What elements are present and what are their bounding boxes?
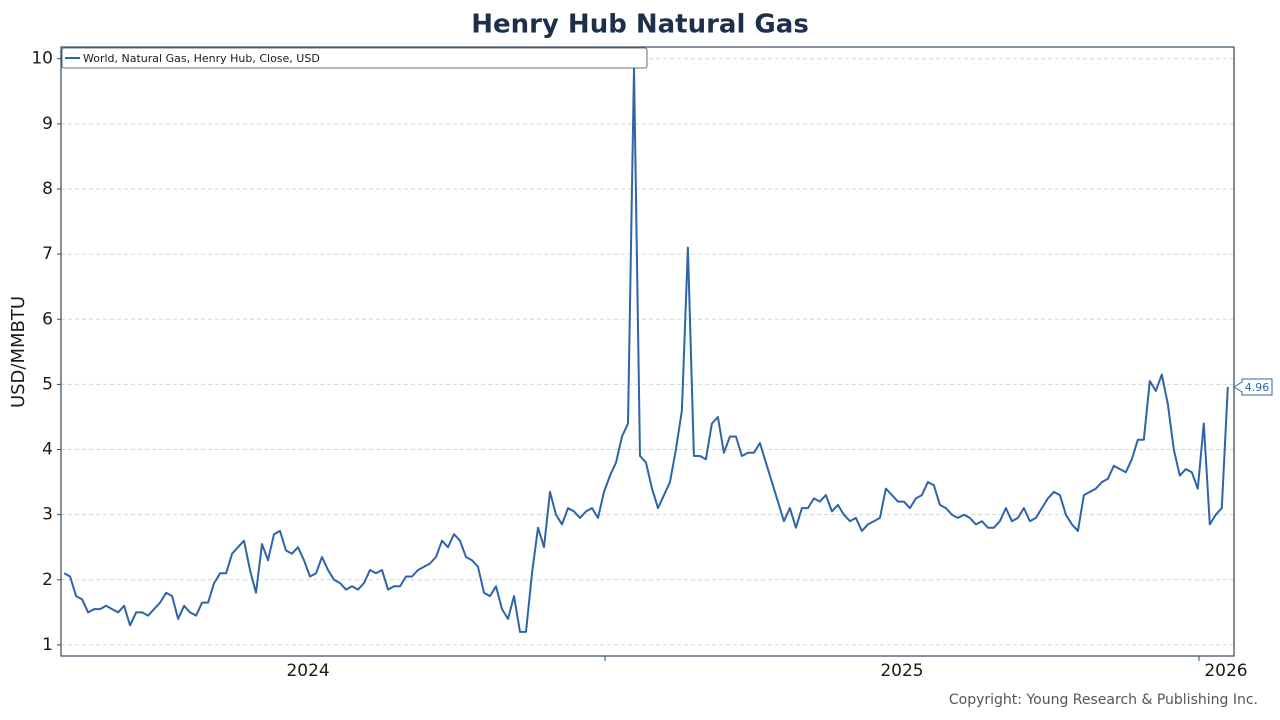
last-value-label: 4.96 [1245,381,1270,394]
y-tick-label: 4 [42,440,53,460]
y-axis-label: USD/MMBTU [8,296,29,408]
y-tick-label: 7 [42,244,53,264]
data-line [63,67,1229,633]
y-tick-label: 2 [42,570,53,590]
chart-title: Henry Hub Natural Gas [471,10,809,40]
x-tick-label: 2025 [880,661,923,681]
y-tick-label: 5 [42,374,53,394]
x-tick-label: 2024 [286,661,329,681]
y-tick-label: 6 [42,309,53,329]
y-tick-label: 9 [42,114,53,134]
legend-label: World, Natural Gas, Henry Hub, Close, US… [83,52,320,65]
y-tick-label: 1 [42,635,53,655]
plot-frame [60,46,1235,657]
y-tick-label: 8 [42,179,53,199]
y-tick-label: 10 [31,49,53,69]
y-tick-label: 3 [42,505,53,525]
last-value-box [1233,378,1273,396]
legend-box [61,47,648,69]
source-note: Copyright: Young Research & Publishing I… [949,692,1258,708]
x-tick-label: 2026 [1204,661,1247,681]
